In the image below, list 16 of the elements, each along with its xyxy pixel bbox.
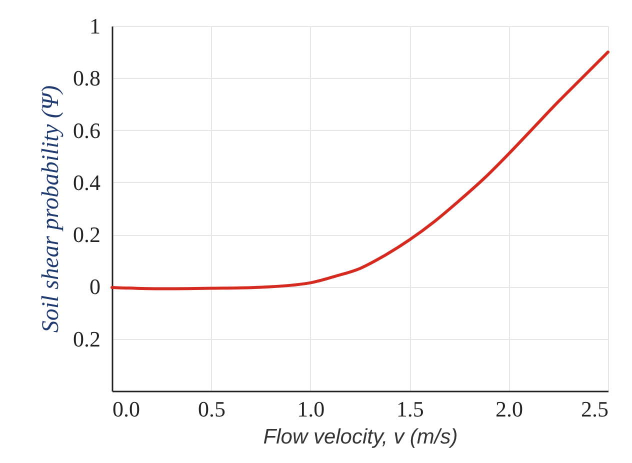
x-tick-label: 0.5 [198,396,226,422]
y-tick-label: 1 [90,14,100,38]
x-tick-label: 0.0 [112,396,140,422]
y-tick-label: 0.6 [73,118,100,143]
y-axis-title: Soil shear probability (Ψ) [38,85,64,333]
y-tick-label: 0 [90,274,100,300]
line-series [110,50,610,290]
x-tick-label: 1.0 [297,396,325,422]
x-axis-title: Flow velocity, v (m/s) [263,426,458,448]
x-tick-label: 1.5 [396,396,424,422]
x-tick-label: 2.0 [496,396,524,422]
y-tick-label: 0.8 [73,66,100,91]
y-tick-label: 0.2 [73,326,100,352]
y-tick-label: 0.4 [73,170,100,195]
y-tick-label: 0.2 [73,222,100,248]
x-tick-label: 2.5 [581,396,608,422]
